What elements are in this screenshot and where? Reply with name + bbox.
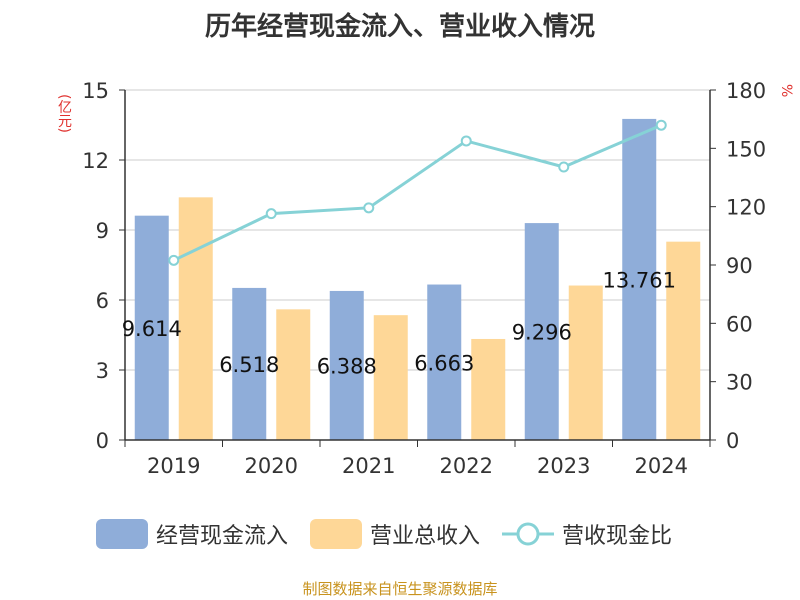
legend-label-cash-inflow: 经营现金流入 — [156, 524, 289, 549]
y-right-tick-label: 150 — [726, 137, 766, 161]
data-label-cash-inflow: 13.761 — [603, 268, 676, 292]
y-right-tick-label: 90 — [726, 254, 753, 278]
point-ratio — [168, 254, 180, 266]
bar-cash-inflow — [134, 215, 169, 440]
x-tick-label: 2024 — [635, 454, 688, 478]
y-left-tick-label: 9 — [96, 219, 109, 243]
data-label-cash-inflow: 9.296 — [512, 321, 572, 345]
point-ratio — [460, 135, 472, 147]
y-left-tick-label: 12 — [82, 149, 109, 173]
bar-cash-inflow — [622, 118, 657, 440]
y-left-tick-label: 3 — [96, 359, 109, 383]
bar-cash-inflow — [232, 287, 267, 440]
data-label-cash-inflow: 6.518 — [219, 353, 279, 377]
data-label-cash-inflow: 6.663 — [414, 351, 474, 375]
chart-title: 历年经营现金流入、营业收入情况 — [204, 12, 595, 42]
legend-item-cash-inflow[interactable]: 经营现金流入 — [96, 518, 288, 550]
legend-swatch-revenue — [310, 519, 363, 549]
y-right-tick-label: 60 — [726, 312, 753, 336]
point-ratio — [655, 119, 667, 131]
bar-cash-inflow — [427, 284, 462, 440]
y-left-tick-label: 15 — [82, 79, 109, 103]
x-tick-label: 2019 — [147, 454, 200, 478]
x-tick-label: 2022 — [440, 454, 493, 478]
legend-label-ratio: 营收现金比 — [562, 524, 673, 549]
data-label-cash-inflow: 6.388 — [317, 354, 377, 378]
line-ratio — [173, 123, 662, 262]
point-ratio — [265, 208, 277, 220]
left-axis-unit: (亿元) — [56, 94, 72, 133]
y-left-tick-label: 6 — [96, 289, 109, 313]
y-right-tick-label: 180 — [726, 79, 766, 103]
legend-item-ratio[interactable]: 营收现金比 — [502, 518, 672, 550]
legend-swatch-cash-inflow — [96, 519, 148, 549]
bar-cash-inflow — [524, 223, 559, 440]
bar-revenue — [471, 338, 506, 440]
legend-item-revenue[interactable]: 营业总收入 — [310, 518, 480, 550]
bar-revenue — [666, 241, 701, 440]
legend-label-revenue: 营业总收入 — [370, 524, 481, 549]
point-ratio — [558, 161, 570, 173]
x-tick-label: 2021 — [342, 454, 395, 478]
bar-revenue — [373, 315, 408, 440]
x-tick-label: 2023 — [537, 454, 590, 478]
legend-swatch-ratio — [502, 522, 555, 546]
legend: 经营现金流入 营业总收入 营收现金比 — [96, 518, 694, 550]
point-ratio — [363, 202, 375, 214]
bar-cash-inflow — [329, 290, 364, 440]
right-axis-unit: % — [778, 84, 794, 98]
bar-revenue — [568, 285, 603, 440]
y-right-tick-label: 120 — [726, 196, 766, 220]
y-right-tick-label: 30 — [726, 371, 753, 395]
data-label-cash-inflow: 9.614 — [122, 317, 182, 341]
x-tick-label: 2020 — [245, 454, 298, 478]
source-note: 制图数据来自恒生聚源数据库 — [302, 580, 498, 598]
y-right-tick-label: 0 — [726, 429, 739, 453]
bar-revenue — [178, 197, 213, 440]
bar-revenue — [276, 309, 311, 440]
y-left-tick-label: 0 — [96, 429, 109, 453]
